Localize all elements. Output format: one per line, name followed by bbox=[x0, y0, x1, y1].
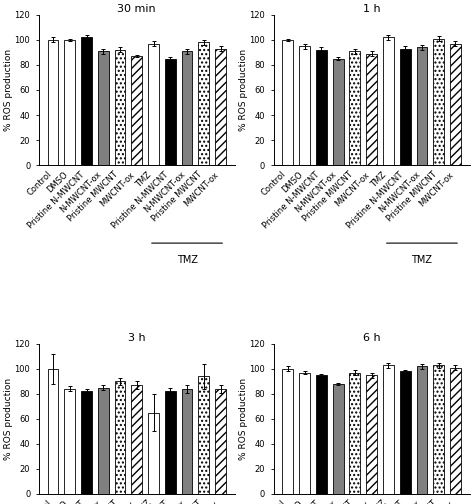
Bar bbox=[98, 388, 109, 494]
Bar bbox=[450, 367, 461, 494]
Text: TMZ: TMZ bbox=[176, 255, 198, 265]
Bar bbox=[148, 44, 159, 165]
Bar bbox=[198, 42, 209, 165]
Y-axis label: % ROS production: % ROS production bbox=[239, 378, 248, 460]
Bar bbox=[383, 365, 394, 494]
Y-axis label: % ROS production: % ROS production bbox=[4, 49, 13, 131]
Bar bbox=[115, 50, 126, 165]
Bar bbox=[316, 375, 327, 494]
Bar bbox=[198, 376, 209, 494]
Bar bbox=[349, 51, 360, 165]
Y-axis label: % ROS production: % ROS production bbox=[239, 49, 248, 131]
Bar bbox=[148, 413, 159, 494]
Bar bbox=[400, 371, 410, 494]
Bar bbox=[400, 49, 410, 165]
Bar bbox=[417, 366, 428, 494]
Bar bbox=[366, 54, 377, 165]
Bar bbox=[165, 391, 176, 494]
Bar bbox=[333, 59, 344, 165]
Bar bbox=[131, 56, 142, 165]
Bar bbox=[81, 391, 92, 494]
Bar bbox=[316, 50, 327, 165]
Bar bbox=[131, 385, 142, 494]
Title: 1 h: 1 h bbox=[363, 4, 381, 14]
Bar bbox=[366, 375, 377, 494]
Bar bbox=[215, 49, 226, 165]
Bar bbox=[215, 389, 226, 494]
Bar bbox=[47, 369, 58, 494]
Bar bbox=[115, 382, 126, 494]
Bar bbox=[417, 47, 428, 165]
Bar bbox=[64, 40, 75, 165]
Bar bbox=[182, 389, 192, 494]
Bar bbox=[64, 389, 75, 494]
Text: TMZ: TMZ bbox=[411, 255, 432, 265]
Bar bbox=[433, 365, 444, 494]
Bar bbox=[81, 37, 92, 165]
Title: 30 min: 30 min bbox=[118, 4, 156, 14]
Bar bbox=[299, 46, 310, 165]
Bar bbox=[47, 40, 58, 165]
Bar bbox=[349, 372, 360, 494]
Bar bbox=[283, 369, 293, 494]
Bar bbox=[299, 372, 310, 494]
Bar bbox=[182, 51, 192, 165]
Bar bbox=[283, 40, 293, 165]
Bar bbox=[165, 59, 176, 165]
Bar bbox=[98, 51, 109, 165]
Title: 3 h: 3 h bbox=[128, 333, 146, 343]
Bar bbox=[433, 39, 444, 165]
Bar bbox=[450, 44, 461, 165]
Title: 6 h: 6 h bbox=[363, 333, 381, 343]
Bar bbox=[333, 384, 344, 494]
Y-axis label: % ROS production: % ROS production bbox=[4, 378, 13, 460]
Bar bbox=[383, 37, 394, 165]
